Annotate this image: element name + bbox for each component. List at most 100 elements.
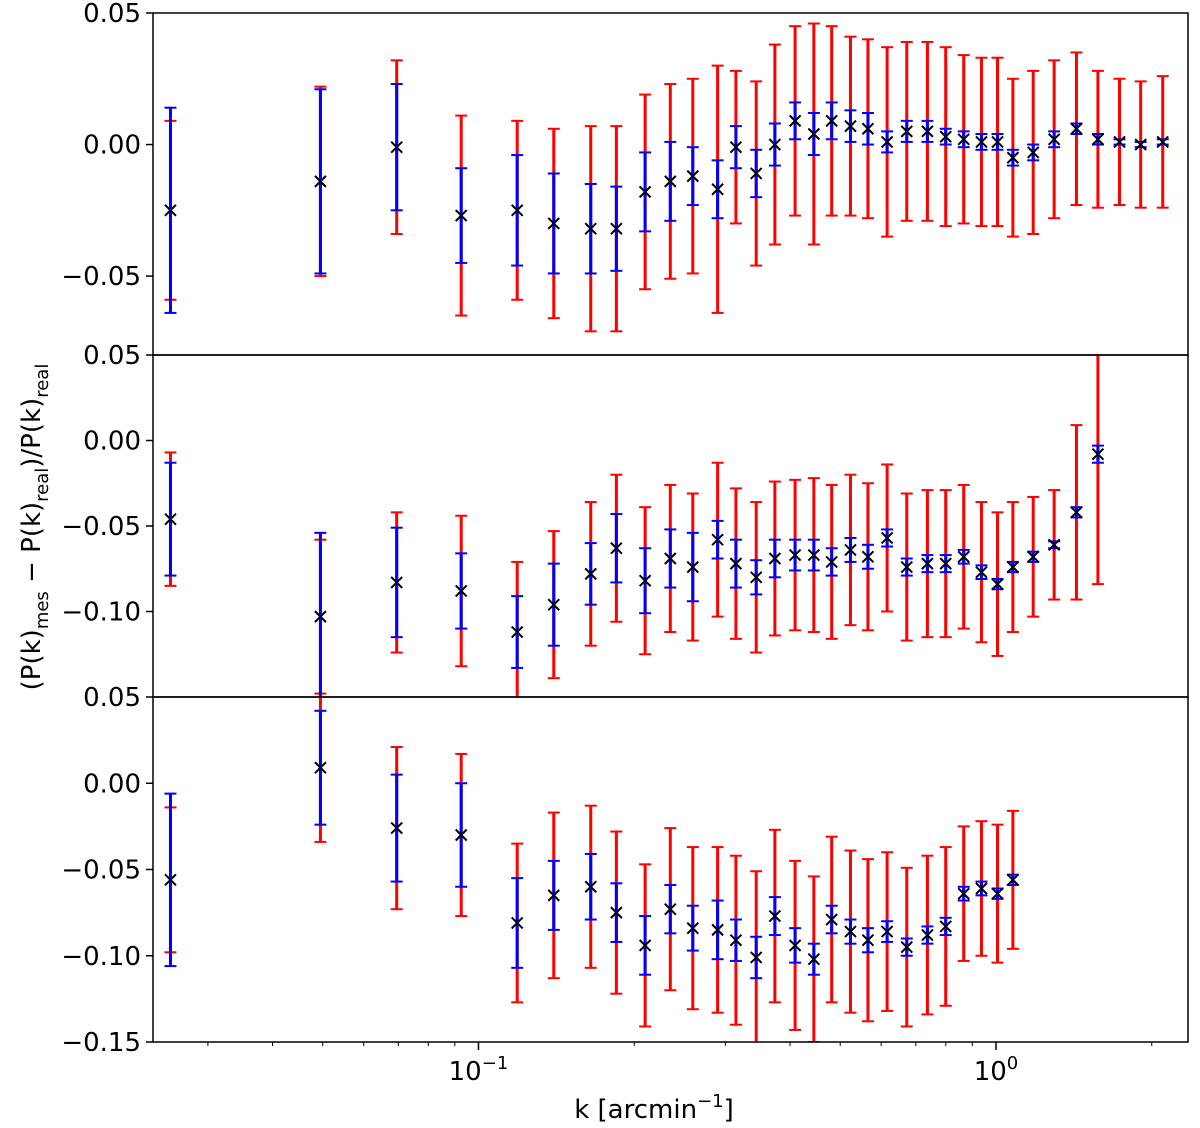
data-point-marker — [991, 577, 1004, 591]
data-point-marker — [768, 552, 782, 565]
data-point-marker — [807, 952, 821, 966]
data-point-marker — [807, 127, 821, 141]
data-point-marker — [314, 761, 327, 774]
y-tick-label: −0.10 — [61, 598, 141, 628]
data-point-marker — [861, 934, 875, 947]
data-point-marker — [664, 552, 677, 565]
data-point-marker — [939, 130, 952, 143]
data-point-marker — [900, 125, 913, 138]
axes-frames: 0.05 0.00 −0.05 0.05 0.00 −0.05 −0.10 0.05 0.00 −… — [61, 0, 1189, 1087]
x-tick-label: 10−1 — [449, 1053, 509, 1087]
y-tick-label: −0.10 — [61, 942, 141, 972]
data-point-marker — [729, 140, 743, 154]
data-point-marker — [610, 222, 623, 235]
data-point-marker — [1006, 560, 1020, 574]
data-point-marker — [880, 925, 894, 938]
data-point-marker — [939, 557, 952, 570]
data-point-marker — [390, 821, 403, 835]
data-point-marker — [314, 175, 327, 188]
data-point-marker — [664, 175, 677, 188]
data-point-marker — [975, 135, 988, 149]
data-point-marker — [686, 169, 699, 183]
data-point-marker — [749, 951, 763, 964]
panel-bottom-data — [164, 697, 1020, 1042]
data-point-marker — [454, 209, 468, 222]
data-point-marker — [1047, 538, 1061, 552]
panel-top-data — [164, 22, 1169, 333]
data-point-marker — [164, 873, 177, 887]
data-point-marker — [844, 925, 857, 938]
data-point-marker — [164, 204, 177, 217]
x-axis-label: k [arcmin−1] — [574, 1091, 734, 1125]
data-point-marker — [1070, 506, 1083, 519]
data-point-marker — [768, 138, 782, 151]
data-point-marker — [314, 610, 327, 623]
data-point-marker — [825, 913, 838, 926]
data-point-marker — [825, 114, 838, 128]
data-point-marker — [686, 560, 699, 574]
data-point-marker — [1156, 135, 1169, 149]
data-point-marker — [164, 512, 177, 526]
y-axis-label: (P(k)mes − P(k)real)/P(k)real — [17, 364, 53, 691]
data-point-marker — [711, 923, 724, 937]
data-point-marker — [921, 125, 934, 138]
data-point-marker — [788, 114, 802, 128]
data-point-marker — [547, 889, 560, 902]
y-tick-label: 0.05 — [83, 341, 141, 371]
data-point-marker — [900, 940, 913, 954]
panel-middle-data — [164, 355, 1105, 697]
data-point-marker — [454, 584, 468, 598]
panels-group — [164, 22, 1169, 1042]
x-tick-label: 100 — [974, 1053, 1019, 1087]
y-tick-label: 0.00 — [83, 427, 141, 457]
data-point-marker — [1091, 133, 1105, 146]
data-point-marker — [975, 565, 988, 579]
data-point-marker — [510, 204, 524, 217]
data-point-marker — [861, 122, 875, 135]
data-point-marker — [991, 135, 1004, 149]
data-point-marker — [510, 625, 524, 639]
data-point-marker — [939, 920, 952, 933]
data-point-marker — [1134, 138, 1147, 151]
data-point-marker — [584, 567, 597, 581]
data-point-marker — [880, 135, 894, 149]
data-point-marker — [610, 906, 623, 919]
data-point-marker — [686, 921, 699, 935]
data-point-marker — [788, 939, 802, 952]
data-point-marker — [1006, 873, 1020, 887]
data-point-marker — [1026, 146, 1040, 159]
data-point-marker — [711, 183, 724, 196]
data-point-marker — [749, 167, 763, 180]
data-point-marker — [547, 598, 560, 611]
data-point-marker — [957, 550, 970, 563]
data-point-marker — [844, 119, 857, 133]
data-point-marker — [584, 222, 597, 235]
data-point-marker — [584, 880, 597, 893]
data-point-marker — [638, 574, 652, 587]
data-point-marker — [861, 550, 875, 563]
data-point-marker — [729, 557, 743, 570]
data-point-marker — [1113, 135, 1126, 149]
data-point-marker — [975, 882, 988, 895]
data-point-marker — [788, 548, 802, 562]
y-tick-label: −0.15 — [61, 1028, 141, 1058]
data-point-marker — [610, 542, 623, 555]
data-point-marker — [1026, 550, 1040, 563]
data-point-marker — [1047, 133, 1061, 146]
data-point-marker — [880, 531, 894, 545]
data-point-marker — [844, 543, 857, 557]
data-point-marker — [957, 133, 970, 146]
data-point-marker — [638, 939, 652, 952]
data-point-marker — [807, 548, 821, 562]
data-point-marker — [749, 571, 763, 584]
data-point-marker — [825, 555, 838, 569]
y-tick-label: −0.05 — [61, 512, 141, 542]
data-point-marker — [900, 560, 913, 574]
data-point-marker — [638, 185, 652, 199]
data-point-marker — [711, 533, 724, 546]
data-point-marker — [1091, 447, 1105, 461]
data-point-marker — [729, 934, 743, 947]
y-tick-label: 0.00 — [83, 769, 141, 799]
